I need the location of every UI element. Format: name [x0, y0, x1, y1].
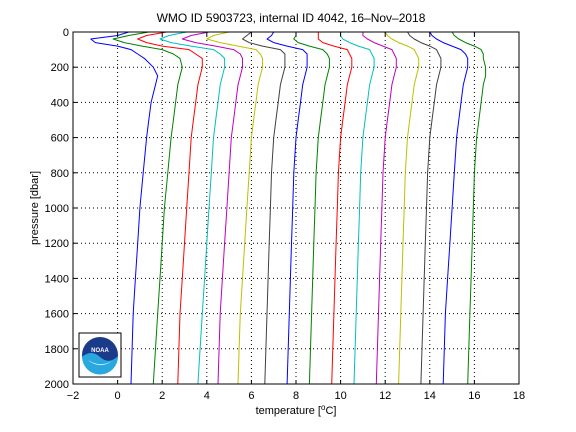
profile-line-8 — [266, 31, 308, 385]
chart-title: WMO ID 5903723, internal ID 4042, 16–Nov… — [157, 11, 426, 25]
y-tick-label: 1000 — [45, 203, 69, 215]
x-tick-label: 4 — [204, 390, 210, 402]
profile-line-16 — [451, 31, 487, 385]
x-axis-label-part-1: temperature [ — [256, 405, 321, 417]
profile-line-15 — [429, 31, 469, 385]
y-tick-label: 1400 — [45, 273, 69, 285]
y-axis-label: pressure [dbar] — [29, 171, 41, 245]
y-tick-label: 2000 — [45, 379, 69, 391]
y-tick-label: 400 — [51, 97, 69, 109]
x-tick-label: 6 — [248, 390, 254, 402]
y-tick-label: 1600 — [45, 309, 69, 321]
profile-line-11 — [340, 32, 375, 385]
x-tick-label: 10 — [334, 390, 346, 402]
x-axis-label-part-2: C] — [325, 405, 336, 417]
x-tick-label: 12 — [379, 390, 391, 402]
profile-line-14 — [407, 31, 442, 385]
noaa-logo-text: NOAA — [91, 348, 109, 354]
x-axis-label-superscript: o — [321, 403, 326, 412]
profile-line-1 — [90, 31, 159, 385]
noaa-logo-wave — [82, 353, 119, 375]
x-tick-label: 8 — [293, 390, 299, 402]
x-tick-label: −2 — [67, 390, 80, 402]
x-tick-label: 18 — [513, 390, 525, 402]
profile-line-5 — [181, 31, 243, 385]
y-tick-label: 1800 — [45, 344, 69, 356]
profile-line-9 — [293, 32, 330, 385]
y-tick-label: 200 — [51, 62, 69, 74]
noaa-logo-gull — [88, 360, 112, 366]
noaa-logo: NOAA — [78, 332, 122, 378]
profile-line-2 — [112, 31, 183, 385]
x-tick-label: 0 — [115, 390, 121, 402]
x-tick-label: 14 — [424, 390, 436, 402]
x-axis-label: temperature [oC] — [256, 403, 337, 417]
axis-ticks: −2 0 2 4 6 8 10 12 14 16 18 0 200 400 600 800 1000 1200 14… — [45, 27, 526, 402]
profile-line-12 — [362, 32, 397, 385]
profile-line-7 — [242, 31, 286, 385]
profile-line-6 — [206, 31, 263, 385]
y-tick-label: 0 — [63, 27, 69, 39]
y-tick-label: 1200 — [45, 238, 69, 250]
series-lines — [90, 31, 487, 385]
y-tick-label: 800 — [51, 168, 69, 180]
profile-line-4 — [159, 31, 226, 385]
x-tick-label: 2 — [159, 390, 165, 402]
y-tick-label: 600 — [51, 133, 69, 145]
x-tick-label: 16 — [468, 390, 480, 402]
grid — [73, 32, 519, 384]
profile-line-10 — [317, 32, 353, 385]
profile-line-3 — [137, 31, 203, 385]
profile-line-13 — [384, 31, 420, 385]
